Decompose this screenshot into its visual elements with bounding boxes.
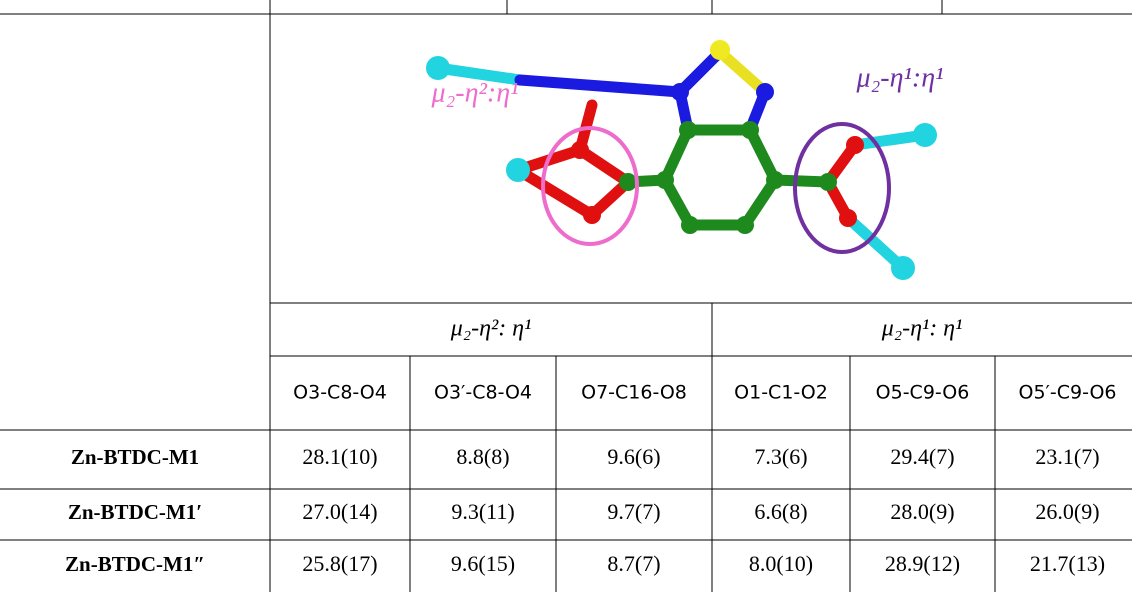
column-header: O3′-C8-O4 bbox=[434, 382, 532, 404]
column-header: O1-C1-O2 bbox=[734, 382, 828, 404]
column-header: O5′-C9-O6 bbox=[1019, 382, 1117, 404]
row-name: Zn-BTDC-M1″ bbox=[65, 552, 205, 576]
mode-label: μ₂-η¹:η¹ bbox=[855, 62, 943, 93]
cell-value: 25.8(17) bbox=[302, 551, 377, 576]
cell-value: 9.7(7) bbox=[607, 499, 660, 524]
mode-label: μ₂-η²:η¹ bbox=[430, 77, 518, 108]
cell-value: 28.1(10) bbox=[302, 444, 377, 469]
cell-value: 27.0(14) bbox=[302, 499, 377, 524]
page: μ₂-η²:η¹ μ₂-η¹:η¹ μ₂-η²: η¹ μ₂-η¹: η¹ O3… bbox=[0, 0, 1132, 592]
cell-value: 9.6(15) bbox=[451, 551, 515, 576]
cell-value: 23.1(7) bbox=[1035, 444, 1099, 469]
molecule: μ₂-η²:η¹ μ₂-η¹:η¹ bbox=[426, 40, 944, 280]
cell-value: 8.8(8) bbox=[456, 444, 509, 469]
cell-value: 21.7(13) bbox=[1030, 551, 1105, 576]
row-name: Zn-BTDC-M1 bbox=[71, 445, 199, 469]
cell-value: 7.3(6) bbox=[754, 444, 807, 469]
group-header: μ₂-η²: η¹ bbox=[450, 316, 532, 342]
cell-value: 8.0(10) bbox=[749, 551, 813, 576]
group-header: μ₂-η¹: η¹ bbox=[881, 316, 963, 342]
cell-value: 8.7(7) bbox=[607, 551, 660, 576]
cell-value: 6.6(8) bbox=[754, 499, 807, 524]
column-header: O5-C9-O6 bbox=[876, 382, 970, 404]
cell-value: 29.4(7) bbox=[890, 444, 954, 469]
cell-value: 26.0(9) bbox=[1035, 499, 1099, 524]
column-header: O7-C16-O8 bbox=[581, 382, 687, 404]
row-name: Zn-BTDC-M1′ bbox=[68, 500, 202, 524]
cell-value: 9.6(6) bbox=[607, 444, 660, 469]
cell-value: 28.0(9) bbox=[890, 499, 954, 524]
cell-value: 28.9(12) bbox=[885, 551, 960, 576]
cell-value: 9.3(11) bbox=[451, 499, 514, 524]
column-header: O3-C8-O4 bbox=[293, 382, 387, 404]
